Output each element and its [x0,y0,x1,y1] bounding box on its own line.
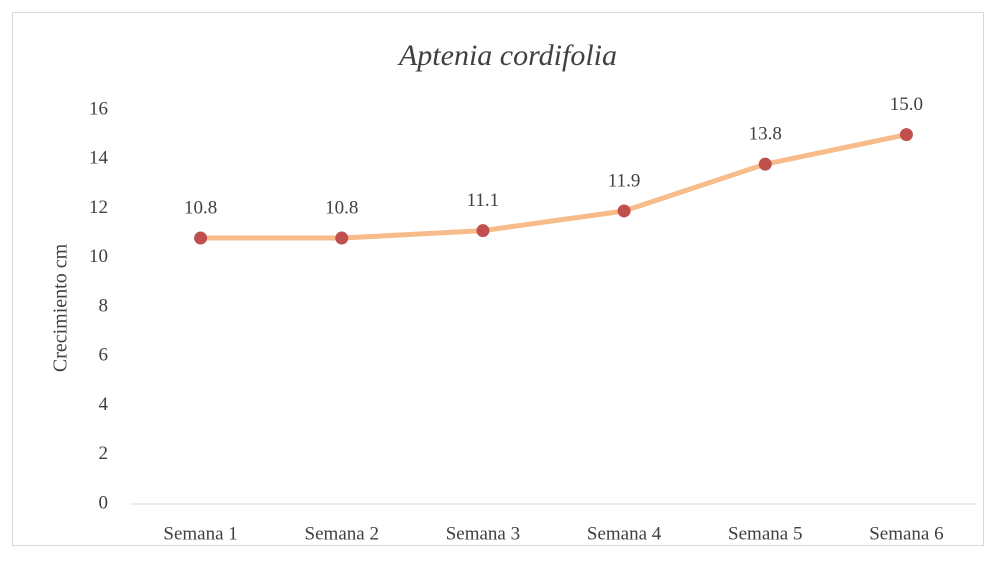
chart-border [12,12,984,546]
x-tick-label: Semana 5 [728,523,802,544]
x-tick-label: Semana 3 [446,523,520,544]
data-label: 11.1 [467,190,500,211]
data-label: 10.8 [184,197,217,218]
y-tick-label: 6 [99,345,109,366]
y-tick-label: 0 [99,492,109,513]
y-tick-label: 12 [89,197,108,218]
x-tick-label: Semana 1 [163,523,237,544]
marker [476,224,490,238]
y-tick-label: 10 [89,246,108,267]
marker [758,157,772,171]
y-tick-label: 14 [89,148,109,169]
y-tick-label: 8 [99,295,109,316]
data-label: 15.0 [890,94,923,115]
data-label: 11.9 [608,170,641,191]
y-tick-label: 4 [99,394,109,415]
data-label: 13.8 [749,124,782,145]
y-tick-label: 16 [89,98,108,119]
x-tick-label: Semana 6 [869,523,943,544]
line [198,132,909,241]
marker [335,231,349,245]
data-label: 10.8 [325,197,358,218]
x-tick-label: Semana 4 [587,523,662,544]
marker [617,204,631,218]
marker [194,231,208,245]
x-tick-label: Semana 2 [305,523,379,544]
chart-title: Aptenia cordifolia [397,39,617,72]
y-tick-label: 2 [99,443,109,464]
marker [899,128,913,142]
y-axis-title: Crecimiento cm [50,243,72,372]
